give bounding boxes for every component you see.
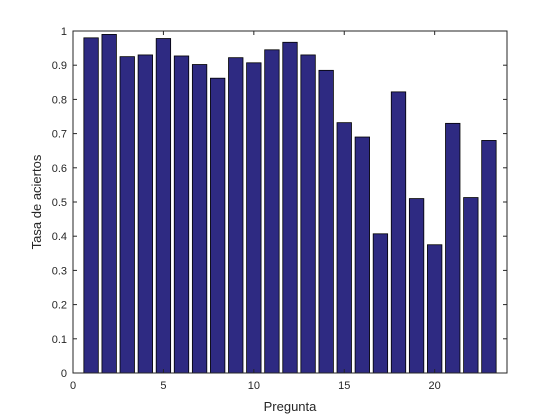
bar-22	[463, 197, 479, 374]
y-tick-label: 0.1	[52, 334, 67, 346]
x-ticks: 0 5 10 15 20	[70, 31, 441, 392]
bar-17	[372, 233, 389, 374]
x-tick-label: 0	[70, 380, 76, 392]
y-tick-label: 0.6	[52, 163, 67, 175]
bar-1	[83, 37, 99, 374]
bar-6	[173, 55, 190, 374]
y-tick-label: 0.7	[52, 129, 67, 141]
bar-21	[445, 122, 461, 374]
y-ticks: 0 0.1 0.2 0.3 0.4 0.5 0.6 0.7 0.8 0.9 1	[52, 26, 507, 380]
x-tick-label: 20	[429, 380, 441, 392]
x-tick-label: 5	[160, 380, 166, 392]
bar-2	[101, 34, 117, 374]
bar-3	[119, 56, 135, 374]
bar-5	[155, 38, 172, 374]
bar-18	[390, 91, 407, 374]
bar-9	[228, 57, 244, 374]
y-tick-label: 0.9	[52, 60, 67, 72]
y-tick-label: 1	[61, 26, 67, 38]
bar-8	[210, 77, 226, 374]
bar-4	[137, 54, 153, 374]
bar-16	[354, 136, 370, 374]
bar-10	[246, 62, 262, 374]
bar-19	[408, 198, 425, 374]
x-tick-label: 10	[248, 380, 260, 392]
y-axis-label: Tasa de aciertos	[29, 154, 44, 249]
bars-group	[83, 34, 497, 374]
x-tick-label: 15	[338, 380, 350, 392]
bar-13	[300, 54, 316, 374]
bar-23	[481, 140, 497, 374]
y-tick-label: 0.3	[52, 265, 67, 277]
y-tick-label: 0	[61, 368, 67, 380]
y-tick-label: 0.8	[52, 94, 67, 106]
bar-11	[264, 49, 280, 374]
y-tick-label: 0.2	[52, 300, 67, 312]
bar-12	[282, 41, 298, 374]
y-tick-label: 0.5	[52, 197, 67, 209]
x-axis-label: Pregunta	[264, 399, 318, 414]
bar-7	[191, 64, 208, 374]
bar-14	[318, 69, 334, 374]
bar-20	[427, 244, 443, 374]
y-tick-label: 0.4	[52, 231, 67, 243]
bar-15	[336, 122, 352, 374]
